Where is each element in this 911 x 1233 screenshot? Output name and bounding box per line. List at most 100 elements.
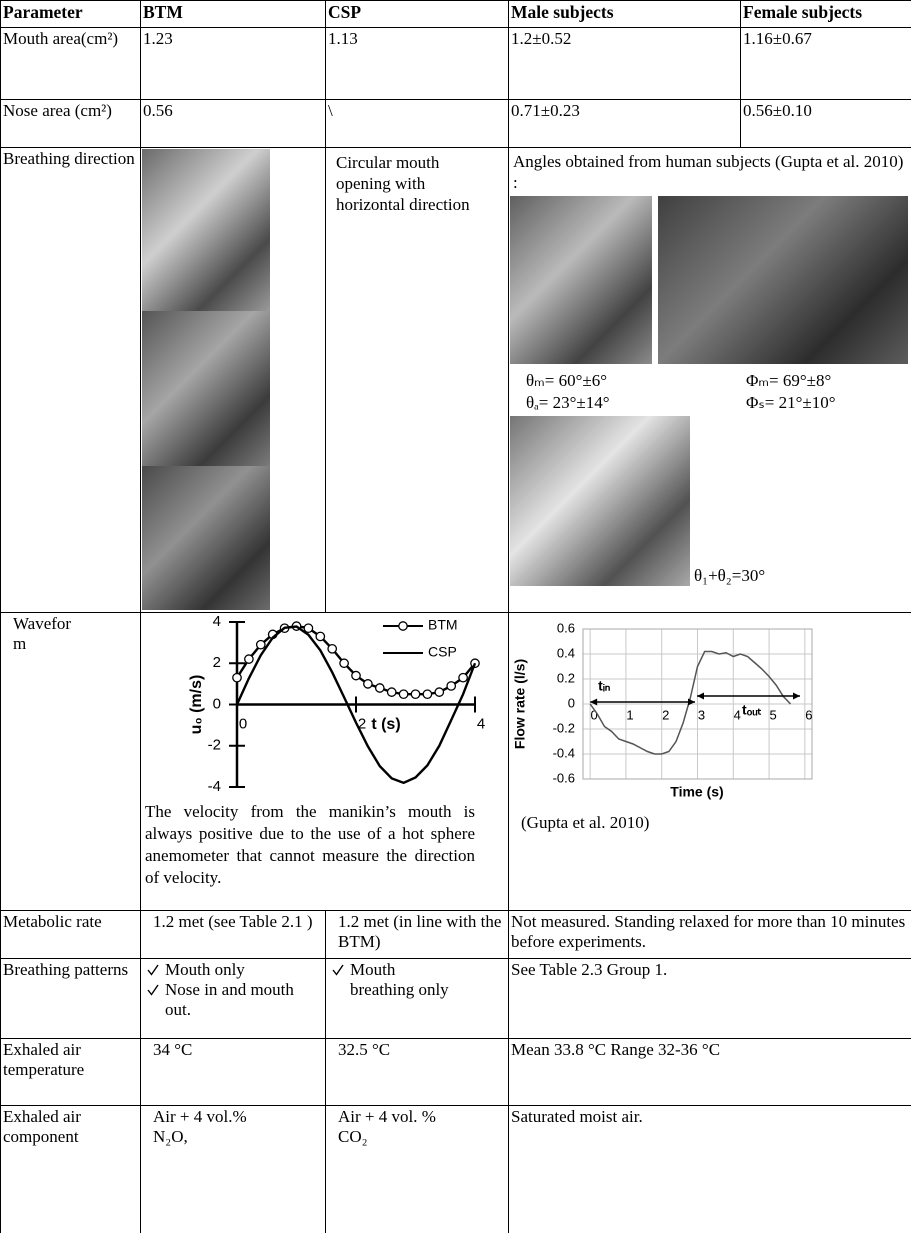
- cell: Mouth only Nose in and mouth out.: [141, 959, 326, 1039]
- data-marker: [459, 673, 467, 681]
- check-icon: [147, 984, 159, 996]
- data-marker: [352, 671, 360, 679]
- cell: 1.13: [326, 28, 509, 100]
- x-tick-label: 3: [698, 707, 705, 722]
- cell: 1.23: [141, 28, 326, 100]
- cell: Breathing patterns: [1, 959, 141, 1039]
- row: Exhaled air component Air + 4 vol.% N₂O,…: [1, 1106, 911, 1233]
- manikin-photo: [142, 311, 270, 466]
- y-tick-label: -2: [208, 737, 221, 754]
- text: Air + 4 vol.% N₂O,: [153, 1107, 283, 1147]
- data-marker: [245, 655, 253, 663]
- y-tick-label: -0.6: [553, 770, 575, 785]
- check-icon: [332, 964, 344, 976]
- data-marker: [399, 690, 407, 698]
- data-marker: [364, 680, 372, 688]
- data-marker: [233, 673, 241, 681]
- angle: Φₛ= 21°±10°: [746, 392, 911, 414]
- manikin-photo: [142, 149, 270, 311]
- cell: 32.5 °C: [326, 1039, 509, 1106]
- cell: 0.60.40.20-0.2-0.4-0.60123456Time (s)Flo…: [509, 613, 911, 911]
- text: 1.2 met (in line with the BTM): [338, 912, 506, 952]
- text: Waveform: [13, 614, 73, 654]
- data-marker: [423, 690, 431, 698]
- header-cell: CSP: [326, 1, 509, 28]
- angle: θₐ= 23°±14°: [526, 392, 746, 414]
- data-marker: [376, 684, 384, 692]
- cell: 34 °C: [141, 1039, 326, 1106]
- manikin-photo: [142, 466, 270, 610]
- cell: 1.2±0.52: [509, 28, 741, 100]
- text: 32.5 °C: [338, 1040, 506, 1060]
- x-axis-label: t (s): [371, 716, 400, 733]
- data-marker: [328, 645, 336, 653]
- cell: Circular mouth opening with horizontal d…: [326, 148, 509, 613]
- cell: Exhaled air component: [1, 1106, 141, 1233]
- row: Exhaled air temperature 34 °C 32.5 °C Me…: [1, 1039, 911, 1106]
- x-tick-label: 0: [239, 715, 247, 732]
- row: Breathing direction Circular mouth openi…: [1, 148, 911, 613]
- cell: Breathing direction: [1, 148, 141, 613]
- cell: \: [326, 100, 509, 148]
- y-tick-label: 2: [213, 654, 221, 671]
- data-marker: [304, 624, 312, 632]
- data-marker: [388, 688, 396, 696]
- angle: θ₁+θ₂=30°: [694, 566, 765, 586]
- cell: 1.2 met (see Table 2.1 ): [141, 911, 326, 959]
- annotation: tᵢₙ: [598, 678, 611, 694]
- cell: 0.71±0.23: [509, 100, 741, 148]
- row: Metabolic rate 1.2 met (see Table 2.1 ) …: [1, 911, 911, 959]
- y-tick-label: 0.2: [557, 670, 575, 685]
- cell: 0.56±0.10: [741, 100, 911, 148]
- header-cell: BTM: [141, 1, 326, 28]
- legend-label: BTM: [428, 617, 458, 633]
- data-marker: [447, 682, 455, 690]
- page: Parameter BTM CSP Male subjects Female s…: [0, 0, 911, 1233]
- cell: Exhaled air temperature: [1, 1039, 141, 1106]
- y-tick-label: 4: [213, 613, 221, 630]
- angle: Φₘ= 69°±8°: [746, 370, 911, 392]
- cell: Air + 4 vol. % CO₂: [326, 1106, 509, 1233]
- data-marker: [257, 640, 265, 648]
- cell: Metabolic rate: [1, 911, 141, 959]
- note: The velocity from the manikin’s mouth is…: [145, 801, 475, 889]
- subject-photo: [510, 196, 652, 364]
- text: Circular mouth opening with horizontal d…: [336, 152, 486, 215]
- y-axis-label: u₀ (m/s): [188, 675, 205, 735]
- parameter-table: Parameter BTM CSP Male subjects Female s…: [0, 0, 911, 1233]
- y-tick-label: 0: [213, 695, 221, 712]
- y-axis-label: Flow rate (l/s): [512, 659, 528, 749]
- list-item: Nose in and mouth out.: [147, 980, 323, 1020]
- legend-marker: [399, 622, 407, 630]
- text: Nose in and mouth out.: [165, 980, 323, 1020]
- header-cell: Female subjects: [741, 1, 911, 28]
- text: 1.2 met (see Table 2.1 ): [153, 912, 323, 932]
- cell: Angles obtained from human subjects (Gup…: [509, 148, 911, 613]
- x-tick-label: 4: [477, 715, 485, 732]
- row: Breathing patterns Mouth only Nose in an…: [1, 959, 911, 1039]
- y-tick-label: -4: [208, 778, 221, 795]
- check-icon: [147, 964, 159, 976]
- data-marker: [435, 688, 443, 696]
- image-row: [510, 196, 911, 364]
- cell: Saturated moist air.: [509, 1106, 911, 1233]
- cell: See Table 2.3 Group 1.: [509, 959, 911, 1039]
- cell: Not measured. Standing relaxed for more …: [509, 911, 911, 959]
- x-tick-label: 2: [662, 707, 669, 722]
- subject-photo: [658, 196, 908, 364]
- y-tick-label: 0.4: [557, 645, 575, 660]
- data-marker: [411, 690, 419, 698]
- cell: Mean 33.8 °C Range 32-36 °C: [509, 1039, 911, 1106]
- angle: θₘ= 60°±6°: [526, 370, 746, 392]
- cell: 1.2 met (in line with the BTM): [326, 911, 509, 959]
- text: 34 °C: [153, 1040, 323, 1060]
- y-tick-label: -0.4: [553, 745, 575, 760]
- y-tick-label: -0.2: [553, 720, 575, 735]
- angle-grid: θₘ= 60°±6° Φₘ= 69°±8° θₐ= 23°±14° Φₛ= 21…: [526, 370, 911, 414]
- cell: Mouth breathing only: [326, 959, 509, 1039]
- y-tick-label: 0: [568, 695, 575, 710]
